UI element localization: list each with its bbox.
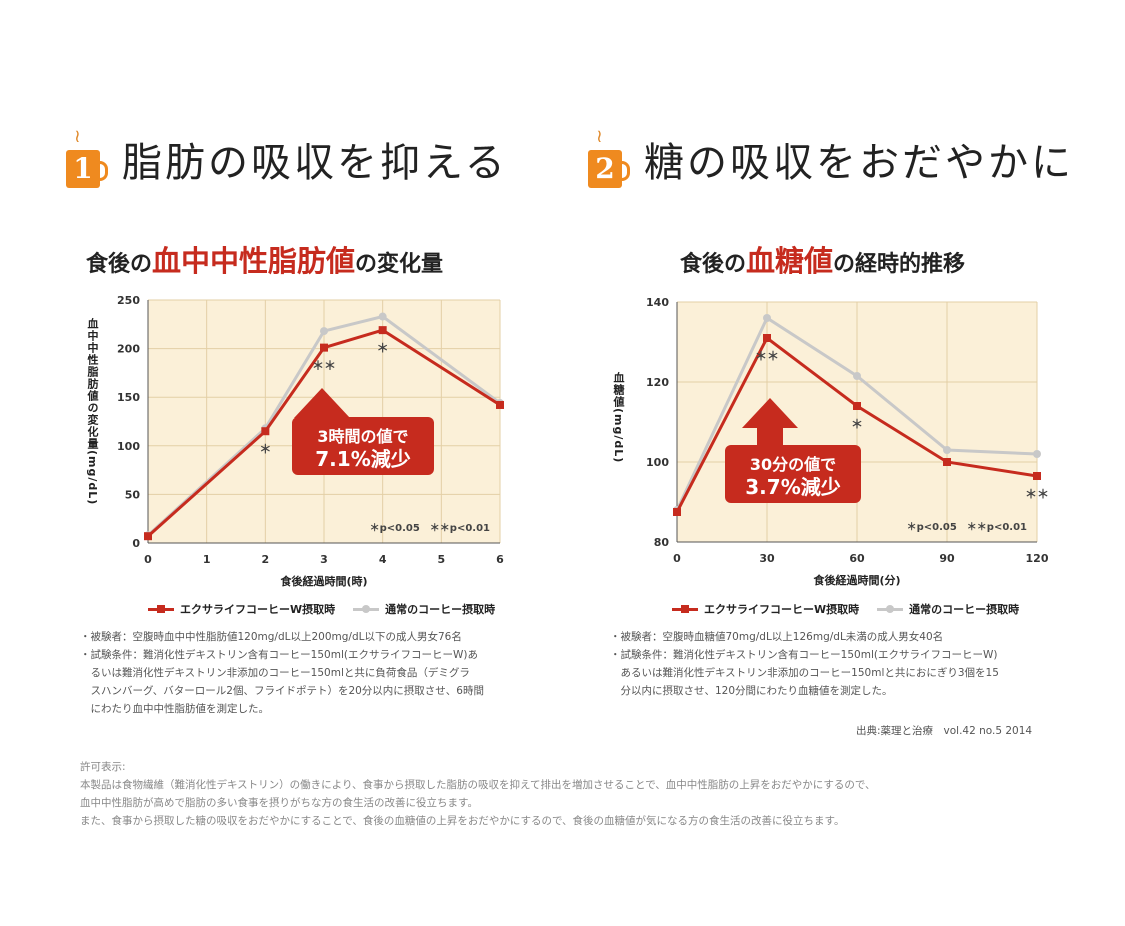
source-citation: 出典:薬理と治療 vol.42 no.5 2014 (856, 725, 1033, 737)
data-point-red (763, 334, 771, 342)
data-point-red (673, 508, 681, 516)
y-tick-label: 50 (125, 488, 141, 501)
callout-line1: 30分の値で (750, 455, 836, 474)
significance-marker: ＊＊ (1025, 487, 1049, 501)
panel1-notes: ・被験者：空腹時血中中性脂肪値120mg/dL以上200mg/dL以下の成人男女… (80, 628, 484, 718)
data-point-red (943, 458, 951, 466)
permit-line: また、食事から摂取した糖の吸収をおだやかにすることで、食後の血糖値の上昇をおだや… (80, 815, 845, 827)
legend-label-b: 通常のコーヒー摂取時 (909, 603, 1020, 616)
significance-marker: ＊ (851, 417, 863, 431)
legend-label-b: 通常のコーヒー摂取時 (385, 603, 496, 616)
panel2-subtitle: 食後の血糖値の経時的推移 (680, 244, 966, 278)
callout-line1: 3時間の値で (317, 427, 408, 446)
significance-marker: ＊ (259, 442, 271, 456)
chart1-ylabel: 血中中性脂肪値の変化量(mg/dL) (86, 318, 99, 506)
chart1-legend: エクサライフコーヒーW摂取時 通常のコーヒー摂取時 (148, 601, 495, 617)
y-tick-label: 100 (117, 440, 140, 453)
data-point-gray (943, 446, 951, 454)
up-arrow-icon (742, 398, 798, 450)
panel2-note-line: ・被験者：空腹時血糖値70mg/dL以上126mg/dL未満の成人男女40名 (610, 631, 944, 643)
y-tick-label: 150 (117, 391, 140, 404)
callout-line2: 3.7%減少 (745, 475, 840, 499)
callout-box (292, 417, 434, 475)
y-tick-label: 80 (654, 536, 670, 549)
x-tick-label: 90 (939, 552, 955, 565)
coffee-cup-icon: ≀ 2 (588, 128, 634, 190)
up-arrow-icon (294, 388, 350, 440)
significance-marker: ＊ (377, 341, 389, 355)
step-number-2: 2 (588, 150, 630, 188)
data-point-red (853, 402, 861, 410)
data-point-red (144, 532, 152, 541)
chart2-legend: エクサライフコーヒーW摂取時 通常のコーヒー摂取時 (672, 601, 1019, 617)
legend-swatch-gray (877, 604, 904, 613)
permit-statement: 許可表示: 本製品は食物繊維（難消化性デキストリン）の働きにより、食事から摂取し… (80, 758, 875, 830)
panel2-note-line: あるいは難消化性デキストリン非添加のコーヒー150mlと共におにぎり3個を15 (610, 667, 999, 679)
panel1-note-line: スハンバーグ、バターロール2個、フライドポテト）を20分以内に摂取させ、6時間 (80, 685, 484, 697)
callout-line2: 7.1%減少 (315, 447, 410, 471)
x-tick-label: 0 (144, 553, 152, 566)
panel1-note-line: ・被験者：空腹時血中中性脂肪値120mg/dL以上200mg/dL以下の成人男女… (80, 631, 462, 643)
panel2-heading: 糖の吸収をおだやかに (644, 140, 1074, 186)
data-point-red (378, 326, 387, 335)
x-axis-label: 食後経過時間(時) (280, 574, 367, 588)
permit-line: 本製品は食物繊維（難消化性デキストリン）の働きにより、食事から摂取した脂肪の吸収… (80, 779, 876, 791)
permit-line: 血中中性脂肪が高めで脂肪の多い食事を摂りがちな方の食生活の改善に役立ちます。 (80, 797, 478, 809)
x-tick-label: 3 (320, 553, 328, 566)
y-tick-label: 100 (646, 456, 669, 469)
y-tick-label: 200 (117, 343, 140, 356)
panel1-heading: 脂肪の吸収を抑える (122, 140, 508, 186)
data-point-red (261, 427, 270, 436)
x-tick-label: 120 (1026, 552, 1049, 565)
significance-marker: ＊＊ (755, 349, 779, 363)
legend-label-a: エクサライフコーヒーW摂取時 (704, 603, 860, 616)
y-tick-label: 250 (117, 294, 140, 307)
data-point-gray (378, 312, 387, 321)
x-tick-label: 1 (203, 553, 211, 566)
panel1-heading-row: ≀ 1 脂肪の吸収を抑える (66, 128, 508, 190)
panel2-note-line: ・試験条件：難消化性デキストリン含有コーヒー150ml(エクサライフコーヒーW) (610, 649, 998, 661)
panel1-note-line: にわたり血中中性脂肪値を測定した。 (80, 703, 269, 715)
y-tick-label: 0 (132, 537, 140, 550)
x-axis-label: 食後経過時間(分) (813, 573, 900, 587)
callout-box (725, 445, 861, 503)
data-point-red (1033, 472, 1041, 480)
permit-title: 許可表示: (80, 761, 126, 773)
panel1-note-line: るいは難消化性デキストリン非添加のコーヒー150mlと共に負荷食品（デミグラ (80, 667, 470, 679)
data-point-gray (320, 327, 328, 336)
panel1-note-line: ・試験条件：難消化性デキストリン含有コーヒー150ml(エクサライフコーヒーW)… (80, 649, 478, 661)
chart2-ylabel: 血糖値(mg/dL) (612, 372, 625, 464)
x-tick-label: 60 (849, 552, 865, 565)
panel2-heading-row: ≀ 2 糖の吸収をおだやかに (588, 128, 1074, 190)
significance-note: ＊p<0.05 ＊＊p<0.01 (907, 521, 1027, 533)
legend-swatch-red (148, 604, 174, 613)
step-number-1: 1 (66, 150, 108, 188)
panel1-subtitle: 食後の血中中性脂肪値の変化量 (86, 244, 444, 278)
data-point-red (496, 400, 504, 409)
panel2-note-line: 分以内に摂取させ、120分間にわたり血糖値を測定した。 (610, 685, 893, 697)
x-tick-label: 2 (262, 553, 270, 566)
data-point-gray (853, 372, 861, 380)
significance-note: ＊p<0.05 ＊＊p<0.01 (370, 522, 490, 534)
significance-marker: ＊＊ (312, 359, 336, 373)
x-tick-label: 6 (496, 553, 504, 566)
legend-swatch-red (672, 604, 698, 613)
data-point-gray (1033, 450, 1041, 458)
x-tick-label: 5 (438, 553, 446, 566)
y-tick-label: 120 (646, 376, 669, 389)
x-tick-label: 4 (379, 553, 387, 566)
data-point-red (320, 343, 328, 352)
legend-swatch-gray (353, 604, 380, 613)
legend-label-a: エクサライフコーヒーW摂取時 (180, 603, 336, 616)
x-tick-label: 30 (759, 552, 775, 565)
y-tick-label: 140 (646, 296, 669, 309)
data-point-gray (763, 314, 771, 322)
panel2-notes: ・被験者：空腹時血糖値70mg/dL以上126mg/dL未満の成人男女40名・試… (610, 628, 999, 700)
coffee-cup-icon: ≀ 1 (66, 128, 112, 190)
x-tick-label: 0 (673, 552, 681, 565)
